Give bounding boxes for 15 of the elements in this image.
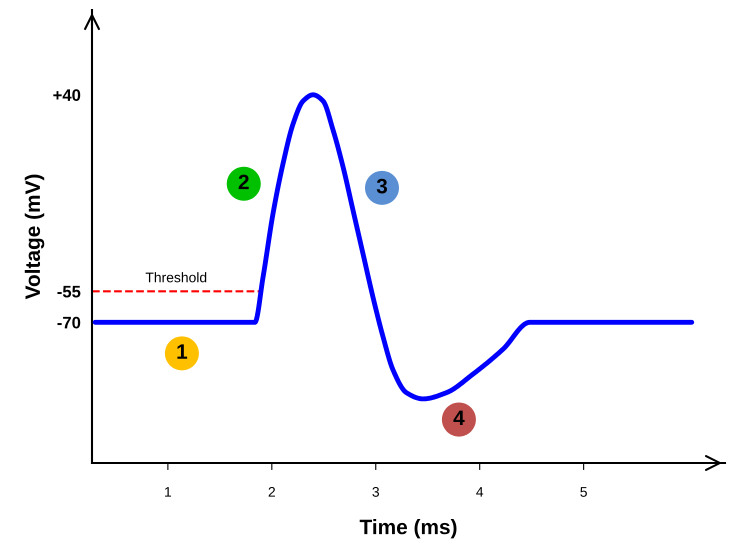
x-tick-label: 4 <box>476 487 484 497</box>
y-tick-label: -70 <box>57 316 80 329</box>
x-tick-label: 5 <box>580 487 587 497</box>
ref-line-label: Threshold <box>146 272 206 282</box>
x-tick-label: 2 <box>268 486 275 497</box>
y-tick-label: -55 <box>57 286 80 298</box>
x-tick-label: 1 <box>165 487 172 497</box>
annotation: 3 <box>376 178 388 194</box>
annotation: 2 <box>238 174 249 190</box>
x-tick-label: 3 <box>372 486 380 497</box>
y-axis-title: Voltage (mV) <box>24 174 44 300</box>
annotation: 1 <box>177 344 188 359</box>
x-axis-title: Time (ms) <box>360 519 456 538</box>
y-tick-label: +40 <box>53 89 80 102</box>
annotation: 4 <box>453 410 465 425</box>
